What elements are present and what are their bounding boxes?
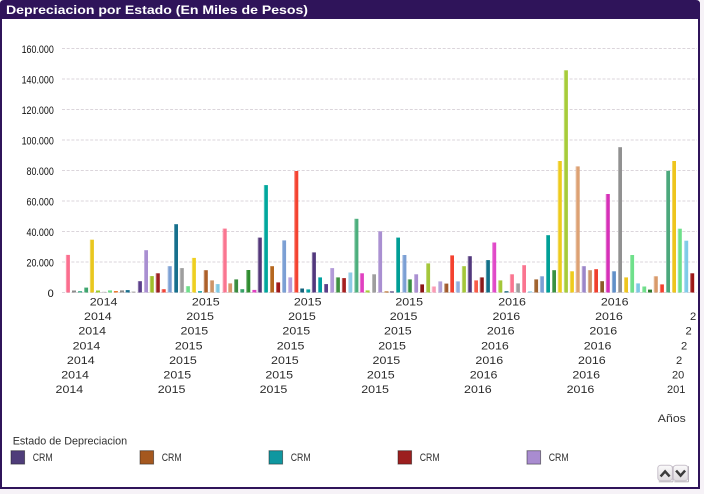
svg-text:2014: 2014 <box>73 340 101 352</box>
svg-text:2015: 2015 <box>169 355 197 367</box>
svg-text:2016: 2016 <box>470 370 498 382</box>
svg-text:2015: 2015 <box>390 311 418 323</box>
svg-text:CRM: CRM <box>549 452 569 464</box>
svg-text:CRM: CRM <box>420 452 440 464</box>
svg-text:2016: 2016 <box>601 297 629 309</box>
svg-text:2015: 2015 <box>158 384 186 396</box>
svg-text:201: 201 <box>667 384 685 396</box>
svg-text:2016: 2016 <box>498 297 526 309</box>
svg-text:2014: 2014 <box>61 370 89 382</box>
svg-text:2014: 2014 <box>90 297 118 309</box>
svg-text:2015: 2015 <box>265 370 293 382</box>
svg-text:2014: 2014 <box>67 355 95 367</box>
svg-text:2015: 2015 <box>186 311 214 323</box>
svg-text:Depreciacion por Estado (En Mi: Depreciacion por Estado (En Miles de Pes… <box>6 3 308 17</box>
svg-text:Años: Años <box>658 413 687 425</box>
svg-text:2: 2 <box>690 311 696 323</box>
svg-text:2015: 2015 <box>361 384 389 396</box>
svg-text:2: 2 <box>681 340 687 352</box>
svg-text:2016: 2016 <box>595 311 623 323</box>
svg-text:2015: 2015 <box>282 326 310 338</box>
svg-text:2015: 2015 <box>181 326 209 338</box>
svg-text:2015: 2015 <box>294 297 322 309</box>
svg-text:2: 2 <box>686 326 692 338</box>
svg-text:2015: 2015 <box>288 311 316 323</box>
svg-text:2016: 2016 <box>487 326 515 338</box>
svg-text:2015: 2015 <box>367 370 395 382</box>
svg-text:100.000: 100.000 <box>22 135 54 147</box>
svg-text:2014: 2014 <box>56 384 84 396</box>
svg-text:2015: 2015 <box>175 340 203 352</box>
svg-text:2015: 2015 <box>395 297 423 309</box>
svg-text:2015: 2015 <box>163 370 191 382</box>
svg-text:80.000: 80.000 <box>27 166 54 178</box>
svg-text:2015: 2015 <box>277 340 305 352</box>
svg-text:20: 20 <box>672 370 684 382</box>
svg-text:2016: 2016 <box>493 311 521 323</box>
svg-text:2016: 2016 <box>578 355 606 367</box>
svg-text:CRM: CRM <box>162 452 182 464</box>
svg-text:140.000: 140.000 <box>22 74 54 86</box>
svg-text:CRM: CRM <box>33 452 53 464</box>
svg-text:2015: 2015 <box>271 355 299 367</box>
svg-text:2015: 2015 <box>373 355 401 367</box>
svg-text:2015: 2015 <box>192 297 220 309</box>
svg-text:Estado de Depreciacion: Estado de Depreciacion <box>13 435 127 447</box>
svg-text:2: 2 <box>676 355 682 367</box>
svg-text:20.000: 20.000 <box>27 257 54 269</box>
svg-text:40.000: 40.000 <box>27 227 54 239</box>
svg-text:2016: 2016 <box>584 340 612 352</box>
svg-text:2016: 2016 <box>572 370 600 382</box>
svg-text:2016: 2016 <box>475 355 503 367</box>
svg-text:2015: 2015 <box>260 384 288 396</box>
svg-text:60.000: 60.000 <box>27 196 54 208</box>
svg-text:2015: 2015 <box>378 340 406 352</box>
svg-text:120.000: 120.000 <box>22 105 54 117</box>
svg-text:2016: 2016 <box>481 340 509 352</box>
svg-text:160.000: 160.000 <box>22 44 54 56</box>
svg-text:2014: 2014 <box>84 311 112 323</box>
svg-text:2016: 2016 <box>567 384 595 396</box>
svg-text:0: 0 <box>48 288 54 300</box>
svg-text:2014: 2014 <box>78 326 106 338</box>
svg-text:2016: 2016 <box>464 384 492 396</box>
svg-text:2015: 2015 <box>384 326 412 338</box>
svg-text:2016: 2016 <box>589 326 617 338</box>
svg-text:CRM: CRM <box>291 452 311 464</box>
